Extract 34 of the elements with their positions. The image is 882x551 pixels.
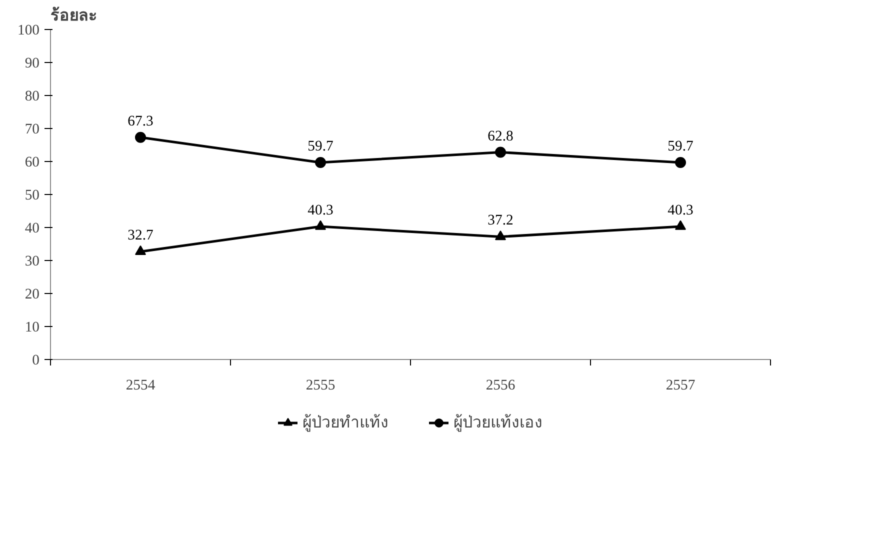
data-label: 62.8 bbox=[488, 128, 514, 144]
data-label: 37.2 bbox=[488, 212, 514, 229]
point bbox=[495, 230, 506, 240]
y-tick-label: 90 bbox=[24, 56, 40, 72]
y-tick-label: 10 bbox=[24, 320, 40, 336]
legend-label: ผู้ป่วยแท้งเอง bbox=[454, 413, 542, 434]
y-tick-label: 40 bbox=[24, 220, 40, 236]
y-tick-label: 20 bbox=[24, 286, 40, 302]
x-tick-label: 2556 bbox=[486, 378, 516, 394]
y-tick-label: 100 bbox=[18, 22, 40, 38]
x-tick-label: 2555 bbox=[306, 378, 336, 394]
y-tick-label: 50 bbox=[24, 188, 40, 204]
data-label: 32.7 bbox=[128, 228, 154, 244]
point bbox=[675, 157, 686, 168]
y-tick-label: 60 bbox=[24, 154, 40, 170]
data-label: 67.3 bbox=[128, 113, 154, 130]
y-tick-label: 30 bbox=[24, 254, 40, 270]
legend-label: ผู้ป่วยทำแท้ง bbox=[302, 413, 388, 434]
point bbox=[675, 220, 686, 230]
data-label: 59.7 bbox=[668, 138, 694, 154]
y-tick-label: 0 bbox=[32, 352, 40, 368]
data-label: 40.3 bbox=[308, 202, 334, 219]
x-tick-label: 2557 bbox=[666, 378, 696, 394]
point bbox=[135, 245, 146, 255]
point bbox=[495, 146, 506, 158]
data-label: 40.3 bbox=[668, 202, 694, 219]
data-label: 59.7 bbox=[308, 138, 334, 154]
point bbox=[315, 220, 326, 230]
point bbox=[135, 132, 146, 143]
x-tick-label: 2554 bbox=[126, 378, 156, 394]
y-axis-title: ร้อยละ bbox=[50, 6, 98, 24]
y-tick-label: 70 bbox=[24, 122, 40, 138]
point bbox=[315, 157, 326, 168]
y-tick-label: 80 bbox=[24, 88, 40, 104]
